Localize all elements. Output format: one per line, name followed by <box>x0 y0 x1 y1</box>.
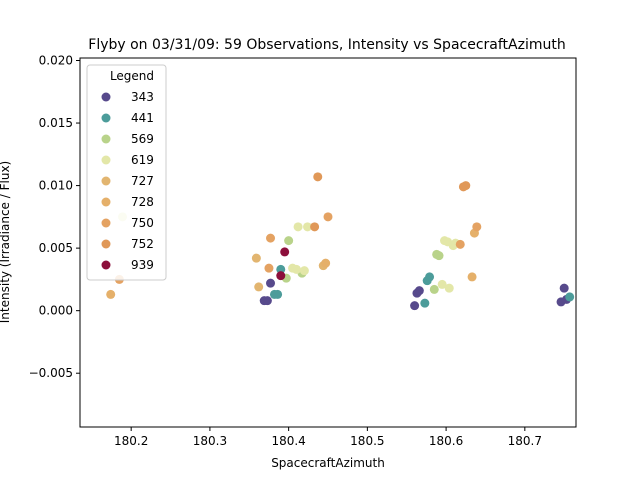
legend-marker-939 <box>101 260 111 270</box>
data-point-619 <box>292 264 302 274</box>
data-point-441 <box>425 272 435 282</box>
x-tick-label: 180.4 <box>271 434 305 448</box>
x-tick-label: 180.2 <box>114 434 148 448</box>
legend-marker-728 <box>101 197 111 207</box>
data-point-619 <box>299 266 309 276</box>
data-point-750 <box>455 239 465 249</box>
data-point-619 <box>444 283 454 293</box>
legend-label-343: 343 <box>131 90 154 104</box>
legend-label-752: 752 <box>131 237 154 251</box>
data-point-939 <box>280 247 290 257</box>
x-tick-label: 180.6 <box>429 434 463 448</box>
y-tick-label: 0.015 <box>39 116 73 130</box>
data-point-727 <box>251 253 261 263</box>
data-point-728 <box>467 272 477 282</box>
legend-marker-569 <box>101 134 111 144</box>
data-point-728 <box>106 289 116 299</box>
legend-label-939: 939 <box>131 258 154 272</box>
legend-marker-343 <box>101 92 111 102</box>
axes-frame <box>79 57 577 428</box>
y-tick-label: 0.000 <box>39 304 73 318</box>
data-point-441 <box>420 298 430 308</box>
legend-marker-750 <box>101 218 111 228</box>
legend-label-441: 441 <box>131 111 154 125</box>
data-point-752 <box>461 181 471 191</box>
data-point-441 <box>276 264 286 274</box>
data-point-343 <box>559 283 569 293</box>
y-tick-label: −0.005 <box>29 366 73 380</box>
legend-label-619: 619 <box>131 153 154 167</box>
y-tick-label: 0.020 <box>39 54 73 68</box>
data-point-343 <box>262 296 272 306</box>
x-tick-label: 180.3 <box>193 434 227 448</box>
data-point-939 <box>276 271 286 281</box>
legend-items: 343 441 569 619 727 728 750 752 939 <box>101 90 154 272</box>
x-tick-label: 180.7 <box>508 434 542 448</box>
data-point-569 <box>434 251 444 261</box>
data-points <box>106 172 575 311</box>
data-point-619 <box>437 279 447 289</box>
data-point-343 <box>410 301 420 311</box>
data-point-750 <box>323 212 333 222</box>
data-point-750 <box>264 263 274 273</box>
x-axis-label: SpacecraftAzimuth <box>271 456 385 470</box>
x-axis-ticks: 180.2 180.3 180.4 180.5 180.6 180.7 <box>114 427 542 448</box>
legend-marker-727 <box>101 176 111 186</box>
y-axis-label: Intensity (Irradiance / Flux) <box>0 161 12 323</box>
legend-box <box>86 64 167 281</box>
data-point-569 <box>284 236 294 246</box>
legend-label-728: 728 <box>131 195 154 209</box>
data-point-569 <box>429 284 439 294</box>
chart-title: Flyby on 03/31/09: 59 Observations, Inte… <box>88 37 565 53</box>
data-point-343 <box>414 286 424 296</box>
data-point-750 <box>266 233 276 243</box>
data-point-727 <box>254 282 264 292</box>
data-point-441 <box>273 289 283 299</box>
legend-marker-752 <box>101 239 111 249</box>
data-point-619 <box>293 222 303 232</box>
legend-marker-441 <box>101 113 111 123</box>
y-axis-ticks: −0.005 0.000 0.005 0.010 0.015 0.020 <box>29 54 80 380</box>
data-point-343 <box>266 278 276 288</box>
y-tick-label: 0.010 <box>39 179 73 193</box>
data-point-750 <box>472 222 482 232</box>
legend-label-750: 750 <box>131 216 154 230</box>
legend: Legend 343 441 569 619 727 728 750 752 939 <box>86 64 167 281</box>
legend-label-569: 569 <box>131 132 154 146</box>
legend-title: Legend <box>110 69 154 83</box>
data-point-441 <box>565 292 575 302</box>
legend-label-727: 727 <box>131 174 154 188</box>
data-point-728 <box>321 258 331 268</box>
data-point-752 <box>313 172 323 182</box>
legend-marker-619 <box>101 155 111 165</box>
x-tick-label: 180.5 <box>350 434 384 448</box>
data-point-752 <box>310 222 320 232</box>
y-tick-label: 0.005 <box>39 241 73 255</box>
data-point-619 <box>303 222 313 232</box>
